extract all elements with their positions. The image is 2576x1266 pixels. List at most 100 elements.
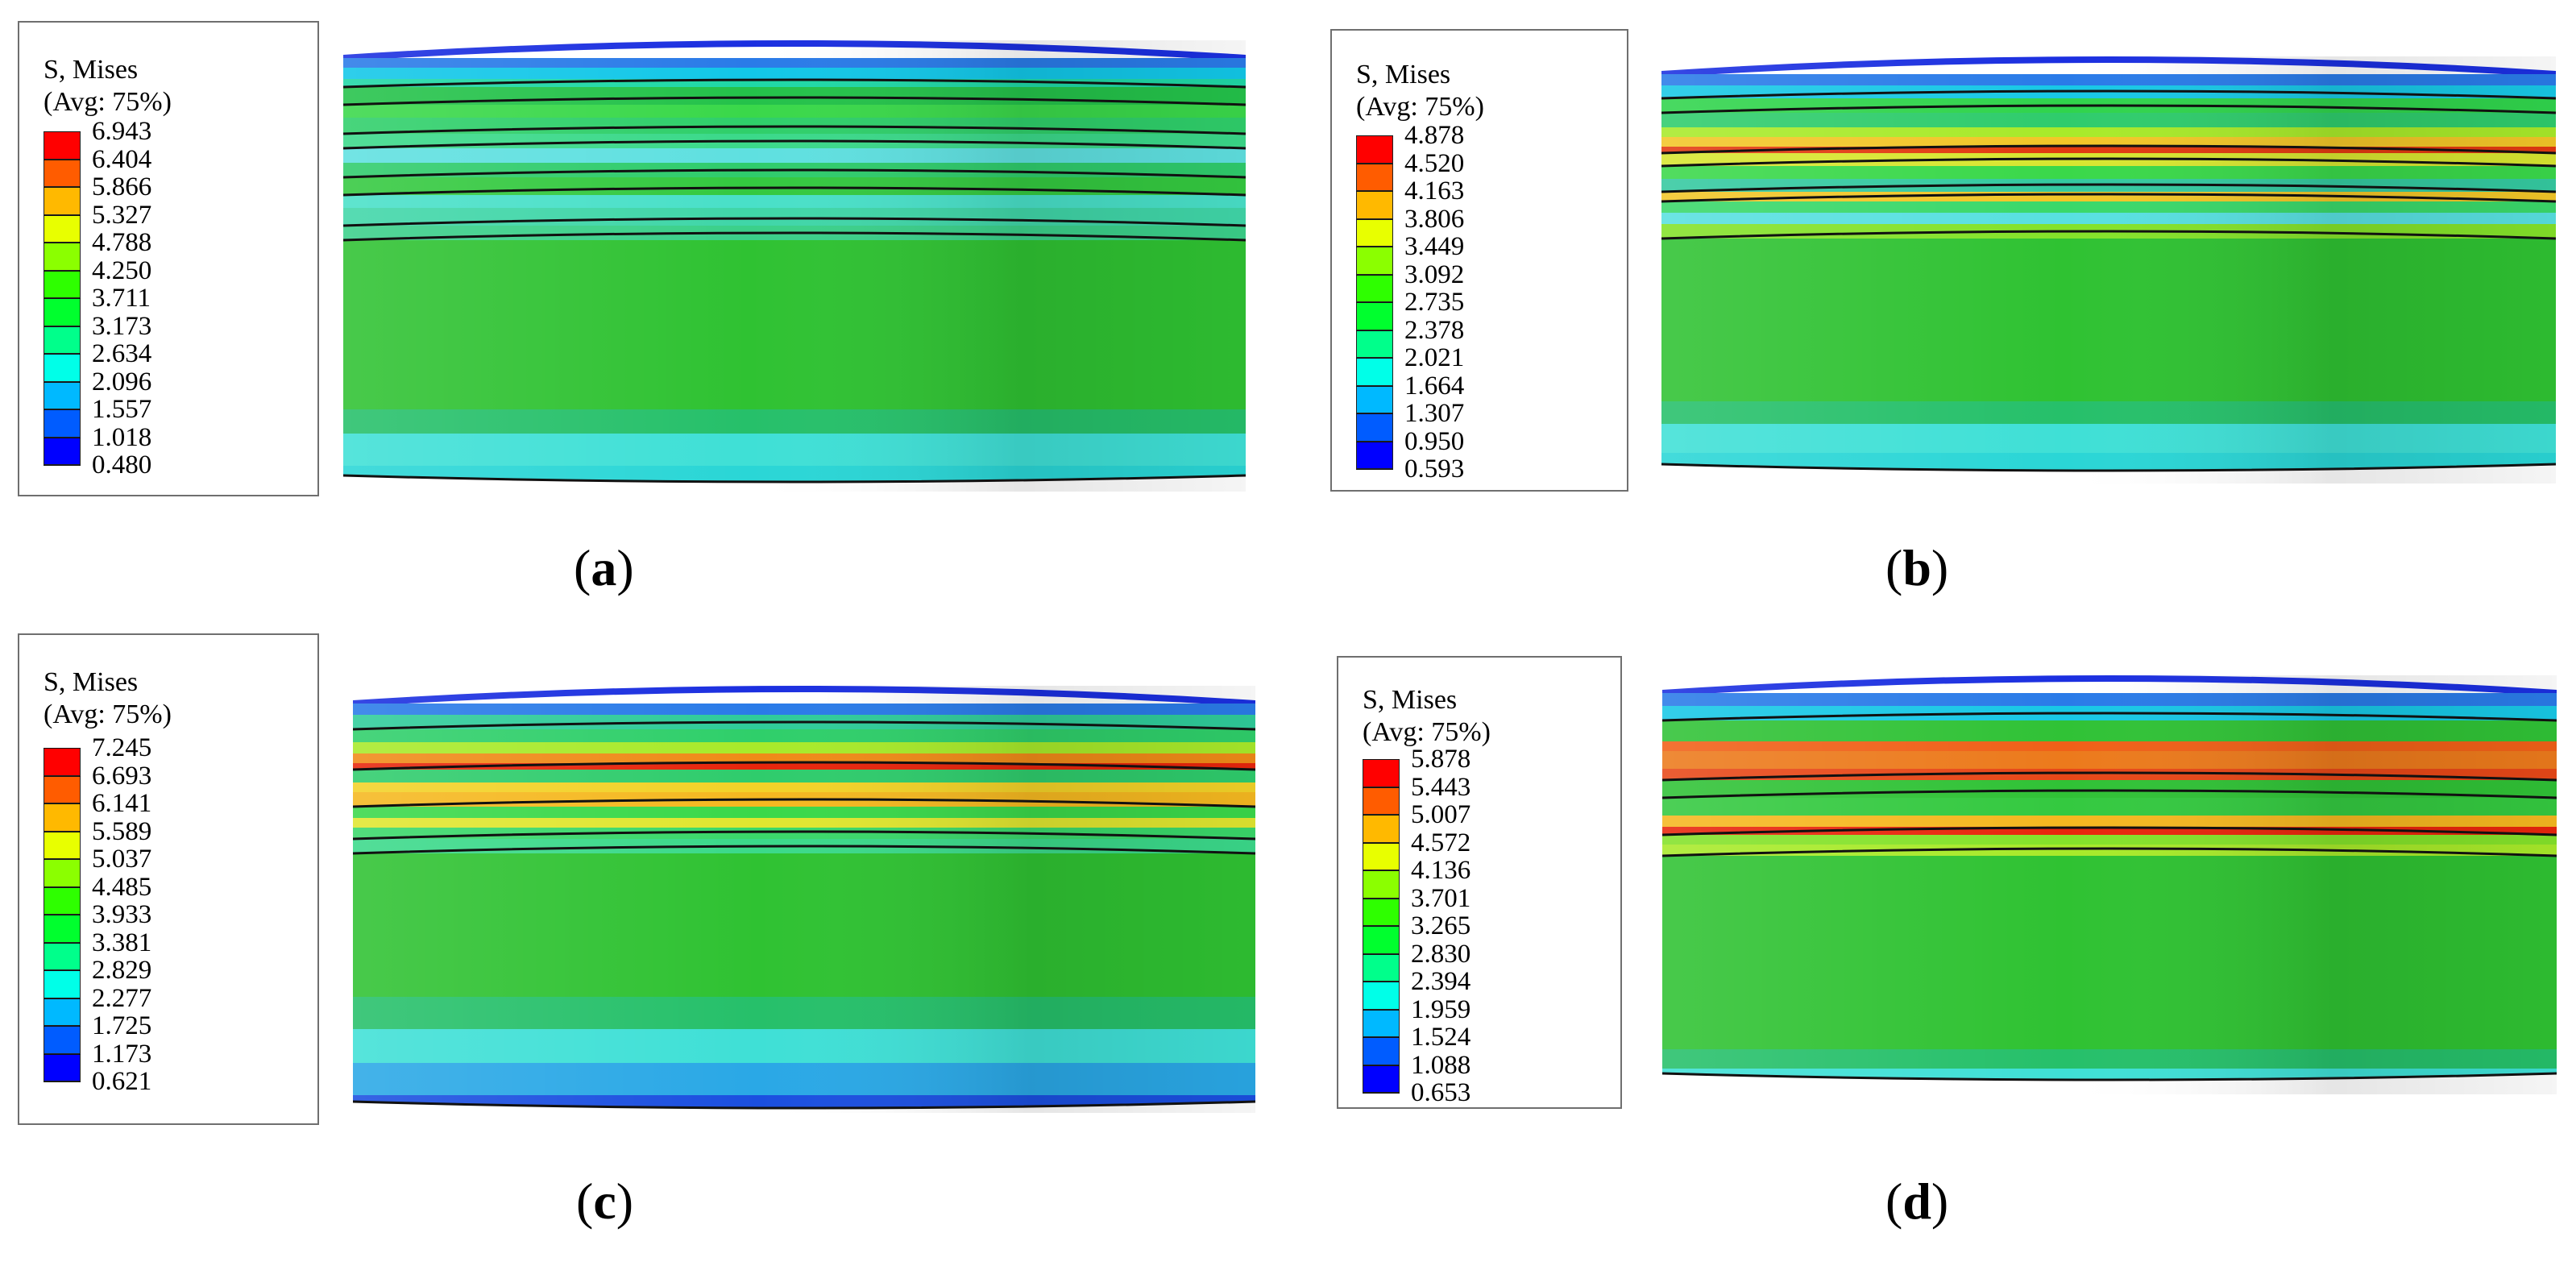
legend-value: 3.381	[92, 928, 152, 957]
legend-value: 3.933	[92, 900, 152, 929]
legend-color-swatch	[1363, 815, 1400, 843]
legend-value: 6.141	[92, 789, 152, 818]
stress-cylinder	[343, 40, 1246, 492]
legend-color-swatch	[1356, 247, 1393, 275]
legend-tick	[1363, 787, 1400, 788]
legend-tick	[44, 803, 81, 804]
legend-color-swatch	[44, 1053, 81, 1081]
legend-value: 1.307	[1404, 399, 1465, 428]
legend-tick	[1363, 1065, 1400, 1066]
stress-cylinder	[1662, 675, 2557, 1094]
legend-tick	[1356, 218, 1393, 220]
legend-value: 0.593	[1404, 455, 1465, 484]
legend-value: 5.878	[1411, 745, 1471, 774]
legend-tick	[1356, 358, 1393, 359]
legend-value: 5.589	[92, 816, 152, 846]
legend-color-swatch	[44, 748, 81, 776]
legend-value: 3.701	[1411, 883, 1471, 913]
legend-value: 1.664	[1404, 371, 1465, 401]
legend-value: 7.245	[92, 733, 152, 762]
legend-subtitle: (Avg: 75%)	[44, 87, 172, 117]
legend-color-swatch	[44, 775, 81, 803]
legend-value: 3.265	[1411, 911, 1471, 940]
legend-value: 5.866	[92, 172, 152, 201]
legend-tick	[1356, 330, 1393, 331]
legend-value: 1.959	[1411, 994, 1471, 1024]
legend-value: 1.088	[1411, 1050, 1471, 1080]
legend-value: 4.250	[92, 255, 152, 285]
legend-tick	[44, 409, 81, 410]
legend-tick	[1363, 815, 1400, 816]
legend-tick	[44, 748, 81, 749]
legend-tick	[44, 298, 81, 299]
legend-tick	[1363, 842, 1400, 844]
legend-color-swatch	[44, 886, 81, 915]
legend-color-swatch	[44, 381, 81, 409]
legend-value: 2.634	[92, 339, 152, 368]
panel-caption: (b)	[1885, 539, 1949, 596]
legend-value: 1.173	[92, 1039, 152, 1069]
legend-title: S, Mises	[44, 55, 139, 85]
legend-color-swatch	[44, 998, 81, 1026]
legend-color-swatch	[44, 437, 81, 465]
legend-tick	[1356, 135, 1393, 136]
legend-tick	[44, 775, 81, 777]
legend-subtitle: (Avg: 75%)	[44, 699, 172, 729]
legend-value: 3.092	[1404, 259, 1465, 289]
legend-color-swatch	[1356, 385, 1393, 413]
legend-value: 0.950	[1404, 426, 1465, 456]
legend-color-swatch	[44, 298, 81, 326]
panel-caption: (d)	[1885, 1173, 1949, 1230]
legend-value: 1.725	[92, 1011, 152, 1040]
legend-value: 3.806	[1404, 204, 1465, 234]
panel-caption: (a)	[574, 539, 634, 596]
panel-caption: (c)	[576, 1173, 634, 1230]
legend-value: 2.021	[1404, 343, 1465, 372]
legend-color-swatch	[44, 970, 81, 998]
legend-color-swatch	[1356, 441, 1393, 469]
legend-box: S, Mises (Avg: 75%) 4.878 4.520 4.163 3.806…	[1330, 29, 1628, 492]
legend-value: 2.394	[1411, 967, 1471, 996]
legend-value: 1.018	[92, 422, 152, 452]
legend-value: 4.163	[1404, 176, 1465, 205]
legend-color-swatch	[44, 409, 81, 438]
legend-color-swatch	[1363, 982, 1400, 1010]
legend-value: 3.449	[1404, 232, 1465, 261]
legend-subtitle: (Avg: 75%)	[1363, 717, 1491, 747]
legend-color-swatch	[44, 831, 81, 859]
legend-color-swatch	[44, 131, 81, 160]
legend-value: 6.404	[92, 144, 152, 174]
legend-tick	[44, 381, 81, 383]
legend-color-swatch	[1363, 787, 1400, 815]
legend-tick	[44, 354, 81, 355]
legend-title: S, Mises	[44, 667, 139, 697]
legend-color-swatch	[1363, 1009, 1400, 1037]
legend-value: 2.830	[1411, 939, 1471, 969]
legend-color-swatch	[1356, 135, 1393, 164]
legend-value: 2.096	[92, 367, 152, 396]
legend-value: 4.788	[92, 228, 152, 257]
legend-value: 1.524	[1411, 1023, 1471, 1052]
legend-box: S, Mises (Avg: 75%) 7.245 6.693 6.141 5.589…	[18, 633, 319, 1125]
legend-tick	[1363, 759, 1400, 760]
panel-b: S, Mises (Avg: 75%) 4.878 4.520 4.163 3.806…	[1288, 0, 2576, 633]
legend-color-swatch	[1356, 302, 1393, 330]
legend-value: 5.327	[92, 200, 152, 230]
legend-color-swatch	[44, 1026, 81, 1054]
legend-color-swatch	[1363, 870, 1400, 899]
legend-value: 0.653	[1411, 1078, 1471, 1107]
legend-tick	[1363, 953, 1400, 955]
legend-color-swatch	[44, 942, 81, 970]
legend-color-swatch	[44, 859, 81, 887]
legend-color-swatch	[1356, 358, 1393, 386]
legend-tick	[44, 1081, 81, 1082]
legend-color-swatch	[44, 159, 81, 187]
legend-tick	[44, 1053, 81, 1055]
legend-value: 5.037	[92, 845, 152, 874]
legend-value: 5.443	[1411, 772, 1471, 802]
legend-color-swatch	[1363, 842, 1400, 870]
legend-color-swatch	[44, 270, 81, 298]
legend-color-swatch	[1356, 218, 1393, 247]
legend-value: 0.621	[92, 1067, 152, 1096]
legend-tick	[44, 187, 81, 188]
